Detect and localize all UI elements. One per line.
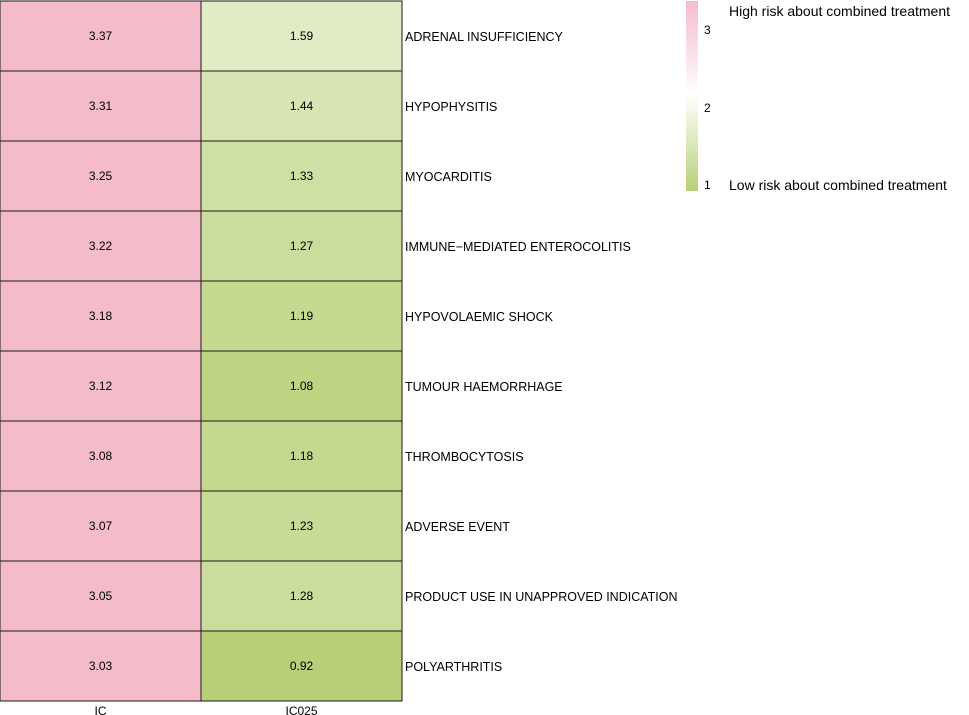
cell-value-label: 3.08 <box>89 449 113 463</box>
heatmap-cell <box>200 420 403 492</box>
cell-value-label: 1.44 <box>290 99 314 113</box>
cell-value-label: 1.33 <box>290 169 314 183</box>
row-label: ADRENAL INSUFFICIENCY <box>405 30 564 44</box>
cell-value-label: 1.23 <box>290 519 314 533</box>
heatmap-cell <box>0 420 202 492</box>
heatmap-cell <box>0 560 202 632</box>
heatmap-cell <box>200 280 403 352</box>
row-labels: ADRENAL INSUFFICIENCY HYPOPHYSITIS MYOCARD… <box>405 30 678 674</box>
cell-value-label: 3.22 <box>89 239 113 253</box>
cell-value-label: 3.37 <box>89 29 113 43</box>
heatmap-cell <box>200 560 403 632</box>
heatmap-cell <box>0 70 202 142</box>
cell-value-label: 1.18 <box>290 449 314 463</box>
legend-high-label: High risk about combined treatment <box>729 3 950 19</box>
cell-value-label: 1.28 <box>290 589 314 603</box>
row-label: TUMOUR HAEMORRHAGE <box>405 380 563 394</box>
cell-value-label: 3.07 <box>89 519 113 533</box>
heatmap-cell <box>200 70 403 142</box>
cell-value-label: 1.27 <box>290 239 314 253</box>
row-label: POLYARTHRITIS <box>405 660 502 674</box>
heatmap-cells: 3.37 1.59 3.31 1.44 3.25 1.33 3.22 1.27 3.18 1.19… <box>0 0 403 702</box>
cell-value-label: 1.08 <box>290 379 314 393</box>
column-label: IC <box>95 704 107 715</box>
legend-tick-3: 3 <box>704 23 711 37</box>
legend-color-bar <box>686 1 698 191</box>
legend-tick-2: 2 <box>704 101 711 115</box>
cell-value-label: 3.12 <box>89 379 113 393</box>
cell-value-label: 0.92 <box>290 659 314 673</box>
row-label: HYPOVOLAEMIC SHOCK <box>405 310 554 324</box>
legend-low-label: Low risk about combined treatment <box>729 177 947 193</box>
heatmap-cell <box>200 490 403 562</box>
heatmap-cell <box>0 490 202 562</box>
cell-value-label: 3.25 <box>89 169 113 183</box>
column-label: IC025 <box>285 704 317 715</box>
heatmap-cell <box>0 630 202 702</box>
heatmap-cell <box>200 0 403 72</box>
row-label: ADVERSE EVENT <box>405 520 510 534</box>
cell-value-label: 3.31 <box>89 99 113 113</box>
heatmap-cell <box>200 140 403 212</box>
heatmap-cell <box>200 350 403 422</box>
heatmap-cell <box>200 210 403 282</box>
row-label: IMMUNE−MEDIATED ENTEROCOLITIS <box>405 240 631 254</box>
cell-value-label: 3.03 <box>89 659 113 673</box>
row-label: HYPOPHYSITIS <box>405 100 497 114</box>
cell-value-label: 3.05 <box>89 589 113 603</box>
heatmap-cell <box>200 630 403 702</box>
cell-value-label: 1.59 <box>290 29 314 43</box>
legend-tick-1: 1 <box>704 178 711 192</box>
cell-value-label: 1.19 <box>290 309 314 323</box>
column-labels: IC IC025 <box>95 704 318 715</box>
cell-value-label: 3.18 <box>89 309 113 323</box>
row-label: MYOCARDITIS <box>405 170 492 184</box>
heatmap-cell <box>0 140 202 212</box>
heatmap-cell <box>0 0 202 72</box>
row-label: PRODUCT USE IN UNAPPROVED INDICATION <box>405 590 678 604</box>
row-label: THROMBOCYTOSIS <box>405 450 524 464</box>
